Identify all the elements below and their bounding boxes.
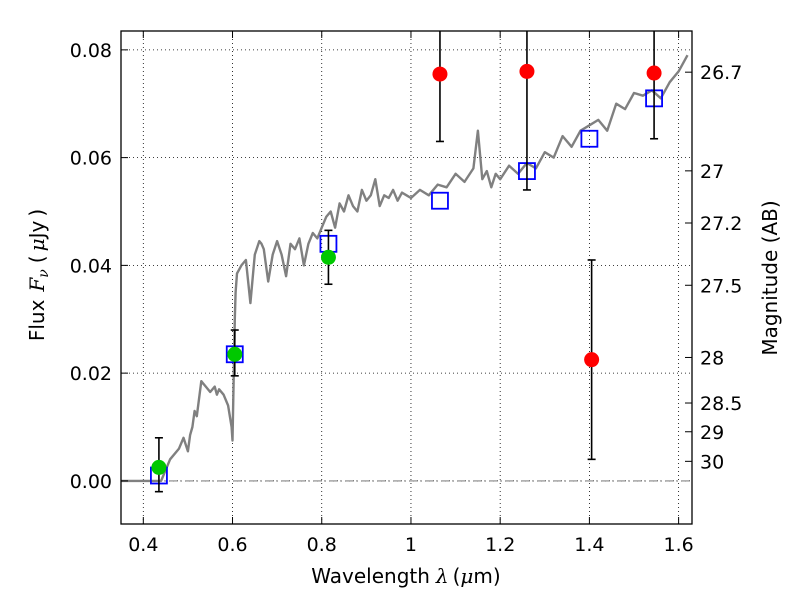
x-tick-label: 1.4 [574, 534, 604, 556]
x-tick-label: 1.6 [664, 534, 694, 556]
y-axis-label: Flux Fν ( μJy) [25, 209, 52, 341]
upper-band-photometry-point [432, 66, 448, 82]
upper-band-photometry-point [584, 352, 600, 368]
y-axis-label-unit-rest: Jy [25, 220, 49, 240]
y-axis-label-subscript: ν [36, 269, 52, 278]
y-axis-label-unit-close: ) [25, 209, 49, 217]
magnitude-tick-label: 29 [700, 422, 724, 444]
y-tick-label: 0.04 [70, 255, 112, 277]
model-photometry-point [580, 129, 599, 148]
detected-photometry-point [320, 249, 336, 265]
magnitude-axis-ticks: 26.7 27 27.2 27.5 28 28.5 29 30 [685, 62, 742, 473]
y-tick-label: 0.00 [70, 471, 112, 493]
x-axis-label: Wavelength λ (μm) [311, 564, 500, 588]
detected-photometry-point [227, 346, 243, 362]
model-photometry-point [431, 191, 449, 210]
x-tick-label: 1 [405, 534, 417, 556]
magnitude-tick-label: 28 [700, 347, 724, 369]
x-axis-ticks: 0.4 0.6 0.8 1 1.2 1.4 1.6 [128, 31, 694, 556]
magnitude-tick-label: 26.7 [700, 62, 742, 84]
x-tick-label: 1.2 [485, 534, 515, 556]
model-spectrum-line [121, 54, 689, 483]
detected-photometry-point [151, 459, 167, 475]
y-axis-label-unit-mu: μ [25, 238, 49, 251]
magnitude-tick-label: 27.2 [700, 213, 742, 235]
y-tick-label: 0.08 [70, 40, 112, 62]
x-axis-label-text: Wavelength [311, 564, 430, 588]
x-axis-label-unit-open: ( [453, 564, 461, 588]
y-tick-label: 0.06 [70, 148, 112, 170]
y-axis-label-unit-open: ( [25, 255, 49, 263]
magnitude-axis-label: Magnitude (AB) [758, 200, 782, 355]
plot-area [121, 31, 689, 493]
plot-frame [120, 30, 693, 525]
magnitude-tick-label: 30 [700, 451, 724, 473]
x-tick-label: 0.4 [128, 534, 158, 556]
y-tick-label: 0.02 [70, 363, 112, 385]
y-axis-label-symbol: F [25, 277, 49, 293]
y-axis-ticks: 0.00 0.02 0.04 0.06 0.08 [70, 40, 128, 493]
upper-band-photometry-point [519, 63, 535, 79]
magnitude-tick-label: 27 [700, 161, 724, 183]
x-axis-label-symbol: λ [435, 564, 449, 588]
x-tick-label: 0.6 [217, 534, 247, 556]
x-tick-label: 0.8 [307, 534, 337, 556]
upper-band-photometry-point [646, 65, 662, 81]
y-axis-label-text: Flux [25, 299, 49, 341]
x-axis-label-unit-rest: m) [473, 564, 500, 588]
x-axis-label-unit-mu: μ [460, 564, 473, 588]
magnitude-tick-label: 28.5 [700, 393, 742, 415]
magnitude-tick-label: 27.5 [700, 275, 742, 297]
grid-lines [121, 31, 692, 524]
